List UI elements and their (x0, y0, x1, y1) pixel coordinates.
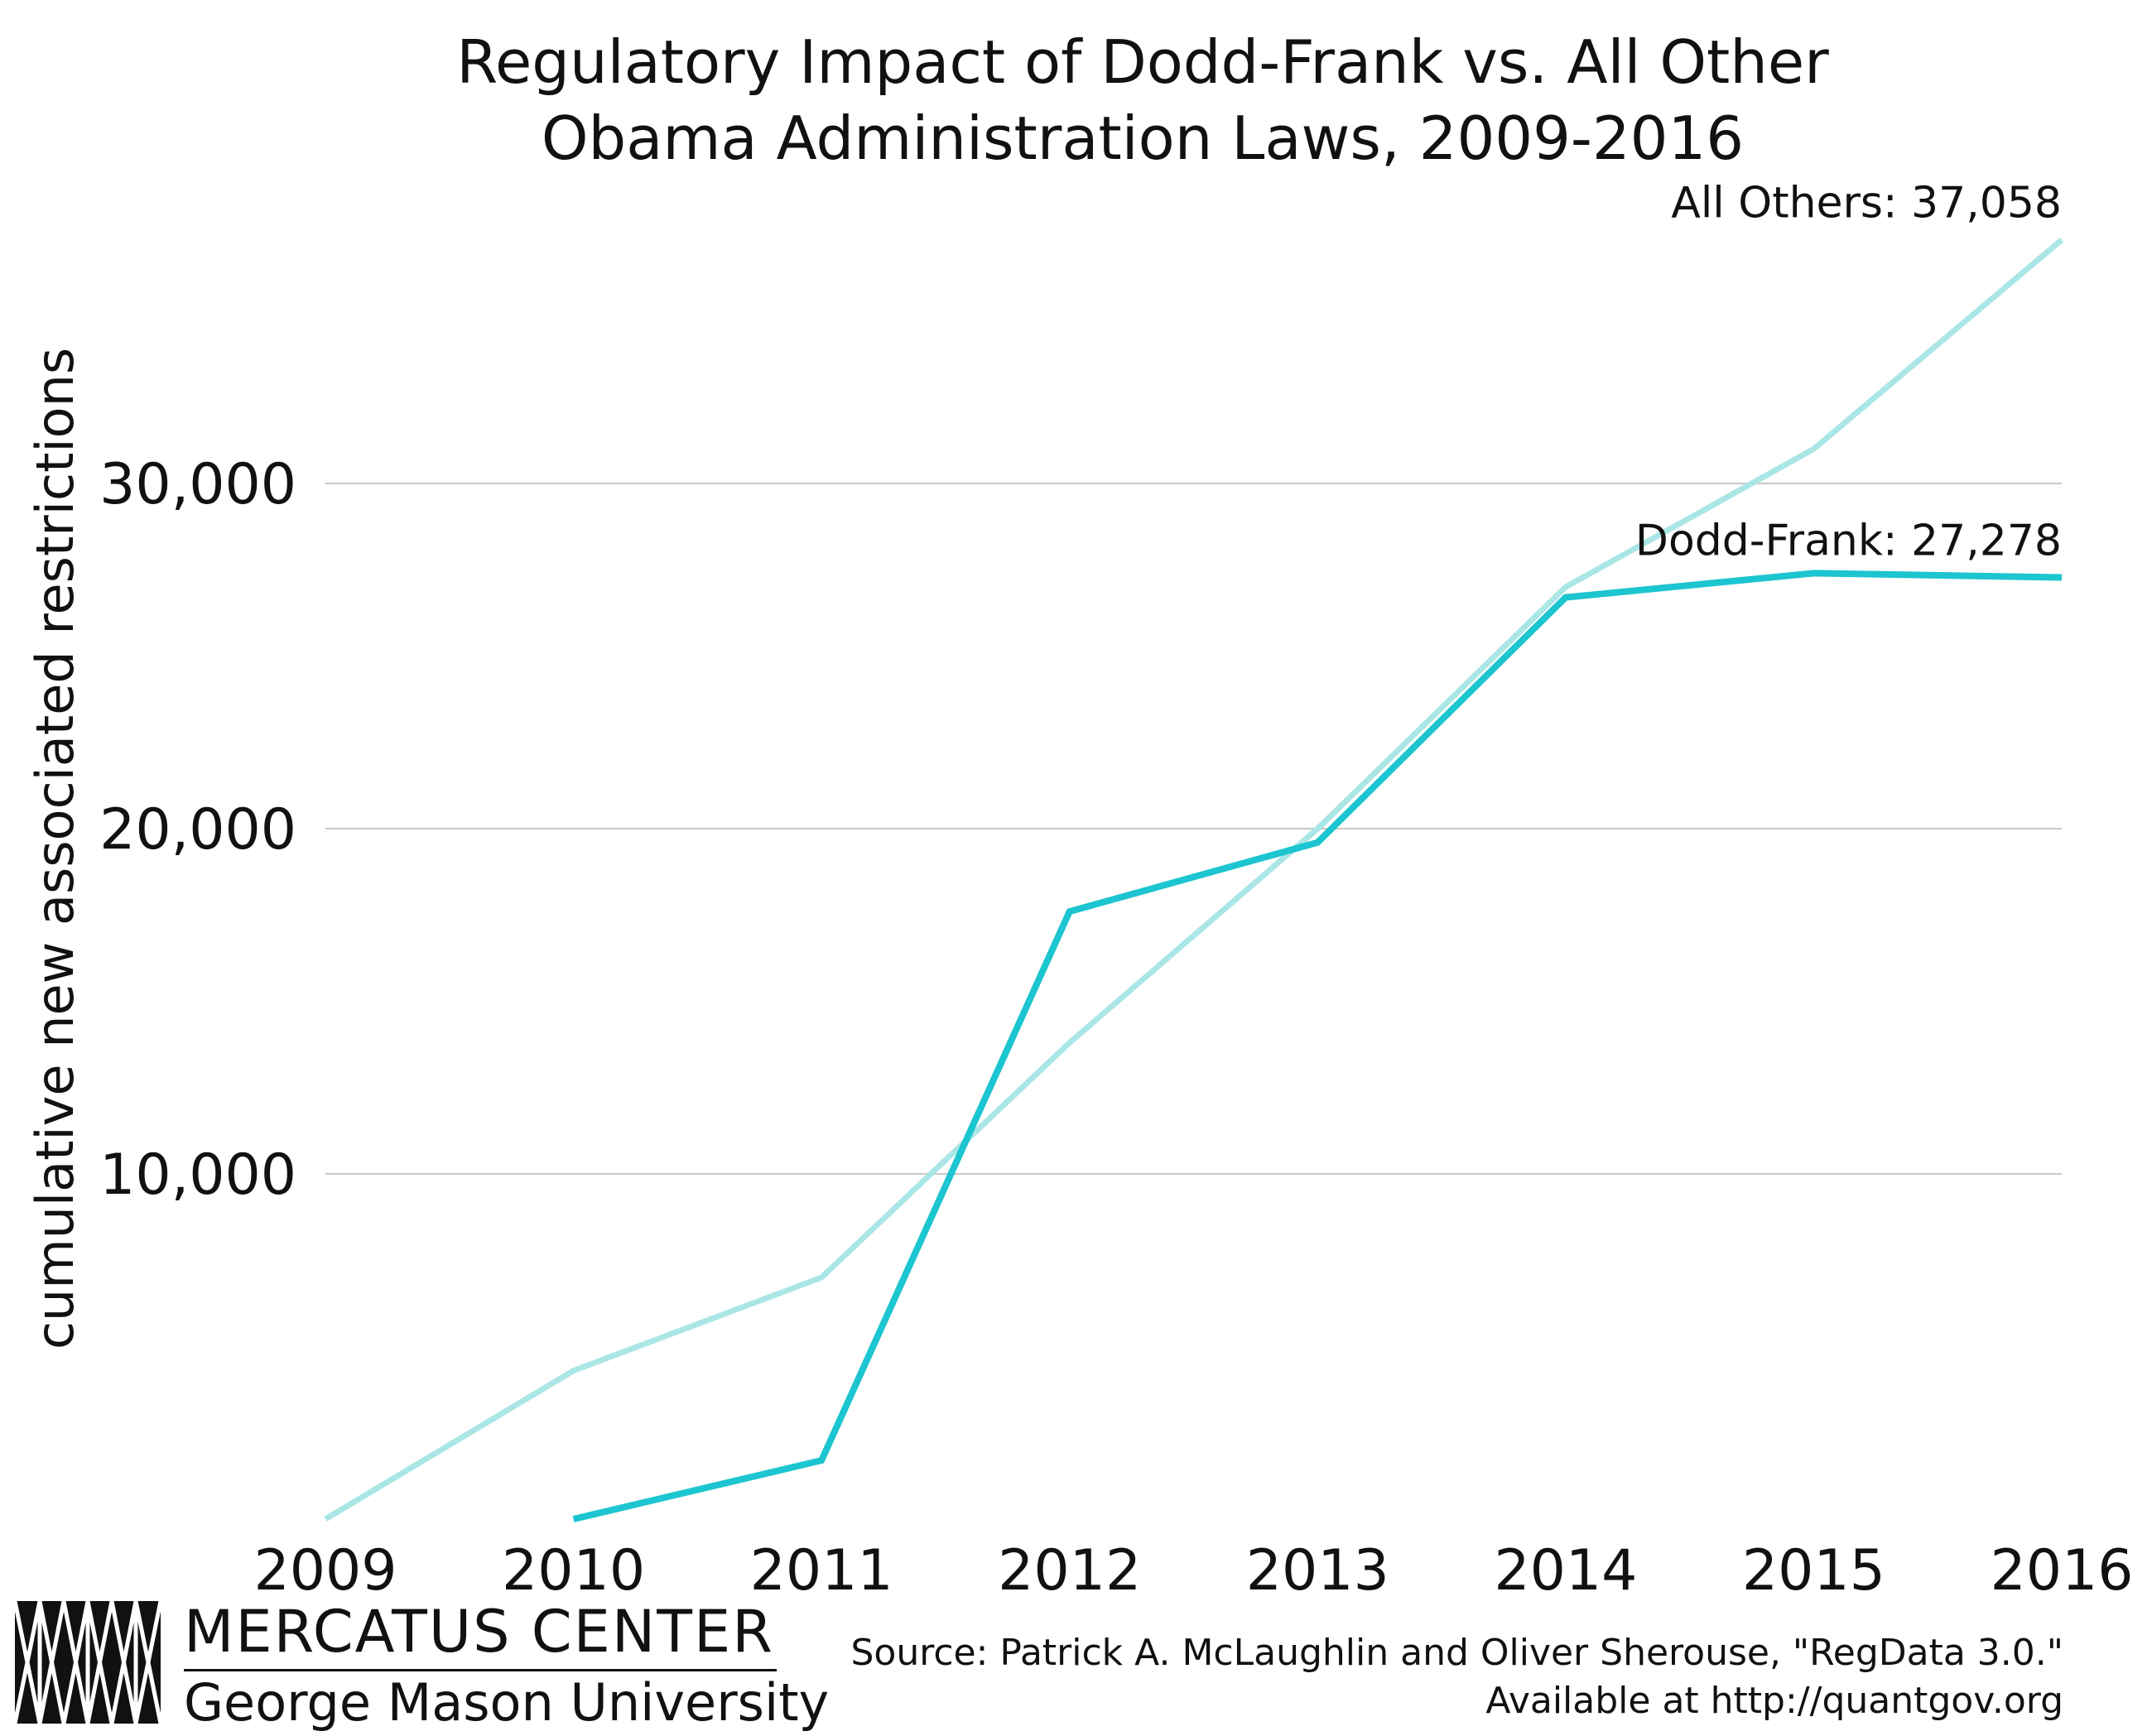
chart-title-line-2: Obama Administration Laws, 2009-2016 (542, 103, 1744, 173)
series-lines (324, 238, 2064, 1522)
x-tick-label-2013: 2013 (1246, 1538, 1389, 1604)
x-tick-label-2014: 2014 (1494, 1538, 1637, 1604)
x-tick-label-2012: 2012 (998, 1538, 1141, 1604)
logo-divider (184, 1669, 777, 1671)
x-tick-label-2009: 2009 (253, 1538, 397, 1604)
series-line-all-others (324, 238, 2064, 1522)
end-label-dodd-frank: Dodd-Frank: 27,278 (1635, 517, 2062, 566)
y-tick-label-10000: 10,000 (99, 1142, 296, 1208)
y-axis-ticks: 10,000 20,000 30,000 (99, 452, 296, 1208)
x-tick-label-2010: 2010 (502, 1538, 645, 1604)
source-note: Source: Patrick A. McLaughlin and Oliver… (850, 1629, 2063, 1725)
series-line-dodd-frank (572, 570, 2063, 1522)
chart-title: Regulatory Impact of Dodd-Frank vs. All … (456, 27, 1829, 173)
source-line-1: Source: Patrick A. McLaughlin and Oliver… (850, 1632, 2063, 1674)
x-tick-label-2015: 2015 (1742, 1538, 1885, 1604)
series-end-labels: All Others: 37,058 Dodd-Frank: 27,278 (1635, 179, 2062, 566)
mercatus-logo: MERCATUS CENTER George Mason University (15, 1596, 829, 1733)
y-axis-label: cumulative new associated restrictions (25, 348, 85, 1349)
chart-title-line-1: Regulatory Impact of Dodd-Frank vs. All … (456, 27, 1829, 97)
gridlines (325, 483, 2062, 1175)
x-axis-ticks: 2009 2010 2011 2012 2013 2014 2015 2016 (253, 1538, 2133, 1604)
y-tick-label-30000: 30,000 (99, 452, 296, 517)
x-tick-label-2016: 2016 (1990, 1538, 2133, 1604)
source-line-2: Available at http://quantgov.org (1485, 1680, 2063, 1722)
end-label-all-others: All Others: 37,058 (1671, 179, 2062, 228)
x-tick-label-2011: 2011 (750, 1538, 893, 1604)
y-tick-label-20000: 20,000 (99, 797, 296, 863)
logo-university: George Mason University (184, 1672, 830, 1733)
logo-mark-icon (15, 1601, 161, 1724)
logo-org-name: MERCATUS CENTER (184, 1598, 774, 1666)
